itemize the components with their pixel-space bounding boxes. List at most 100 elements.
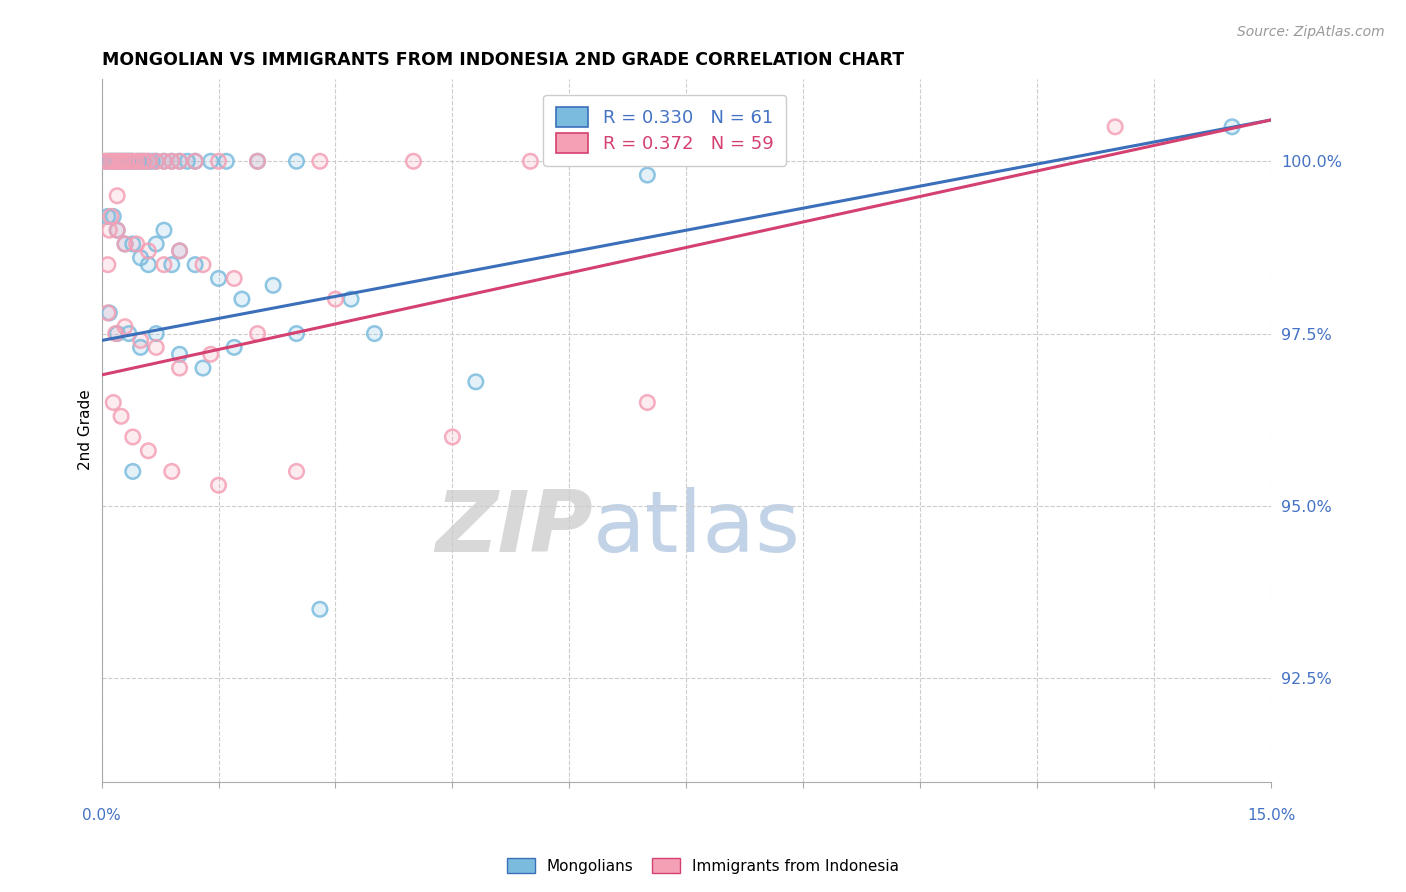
Point (169, 154, 191, 169)
Point (138, 443, 160, 458)
Point (176, 154, 198, 169)
Point (169, 154, 191, 169)
Point (134, 154, 156, 169)
Point (100, 210, 122, 224)
Point (107, 154, 129, 169)
Point (207, 478, 229, 492)
Text: 0.0%: 0.0% (82, 808, 121, 823)
Point (153, 223, 176, 237)
Point (215, 154, 238, 169)
Point (191, 258, 214, 272)
Point (200, 347, 222, 361)
Point (309, 602, 332, 616)
Point (1220, 120, 1243, 134)
Point (107, 154, 129, 169)
Point (104, 326, 127, 341)
Point (100, 154, 122, 169)
Point (138, 154, 160, 169)
Point (1104, 120, 1126, 134)
Point (153, 154, 176, 169)
Point (138, 258, 160, 272)
Point (104, 154, 127, 169)
Legend: R = 0.330   N = 61, R = 0.372   N = 59: R = 0.330 N = 61, R = 0.372 N = 59 (543, 95, 786, 166)
Point (285, 326, 308, 341)
Point (246, 154, 269, 169)
Point (184, 154, 207, 169)
Point (94, 154, 117, 169)
Point (262, 278, 284, 293)
Point (105, 188, 128, 202)
Point (103, 154, 125, 169)
Point (160, 258, 183, 272)
Point (112, 154, 135, 169)
Point (121, 154, 143, 169)
Point (441, 430, 464, 444)
Point (121, 154, 143, 169)
Point (114, 319, 136, 334)
Point (145, 154, 167, 169)
Point (363, 326, 385, 341)
Point (112, 154, 135, 169)
Point (191, 361, 214, 376)
Point (114, 237, 136, 252)
Point (118, 154, 141, 169)
Point (100, 154, 122, 169)
Point (115, 154, 138, 169)
Text: 15.0%: 15.0% (1247, 808, 1295, 823)
Point (215, 154, 238, 169)
Point (191, 258, 214, 272)
Point (141, 154, 163, 169)
Point (121, 237, 143, 252)
Point (224, 340, 246, 354)
Point (309, 602, 332, 616)
Point (340, 292, 363, 306)
Point (464, 375, 486, 389)
Point (138, 154, 160, 169)
Point (246, 154, 269, 169)
Point (224, 271, 246, 285)
Point (121, 237, 143, 252)
Point (114, 154, 136, 169)
Point (160, 258, 183, 272)
Point (105, 154, 128, 169)
Point (97, 154, 120, 169)
Point (169, 244, 191, 258)
Point (169, 244, 191, 258)
Point (160, 154, 183, 169)
Point (121, 430, 143, 444)
Point (145, 326, 167, 341)
Point (125, 154, 148, 169)
Point (121, 154, 143, 169)
Point (129, 340, 152, 354)
Point (309, 154, 332, 169)
Point (200, 347, 222, 361)
Point (97, 154, 120, 169)
Point (100, 154, 122, 169)
Text: ZIP: ZIP (434, 487, 593, 570)
Point (138, 258, 160, 272)
Point (184, 154, 207, 169)
Point (105, 223, 128, 237)
Point (169, 244, 191, 258)
Point (125, 154, 148, 169)
Point (153, 154, 176, 169)
Point (340, 292, 363, 306)
Text: Source: ZipAtlas.com: Source: ZipAtlas.com (1237, 25, 1385, 39)
Point (129, 340, 152, 354)
Point (145, 154, 167, 169)
Point (402, 154, 425, 169)
Point (129, 154, 152, 169)
Point (184, 154, 207, 169)
Point (100, 210, 122, 224)
Point (246, 154, 269, 169)
Point (105, 188, 128, 202)
Point (285, 154, 308, 169)
Text: atlas: atlas (593, 487, 801, 570)
Point (110, 409, 132, 424)
Point (100, 154, 122, 169)
Point (134, 154, 156, 169)
Point (145, 237, 167, 252)
Point (145, 340, 167, 354)
Point (131, 154, 153, 169)
Point (98, 223, 121, 237)
